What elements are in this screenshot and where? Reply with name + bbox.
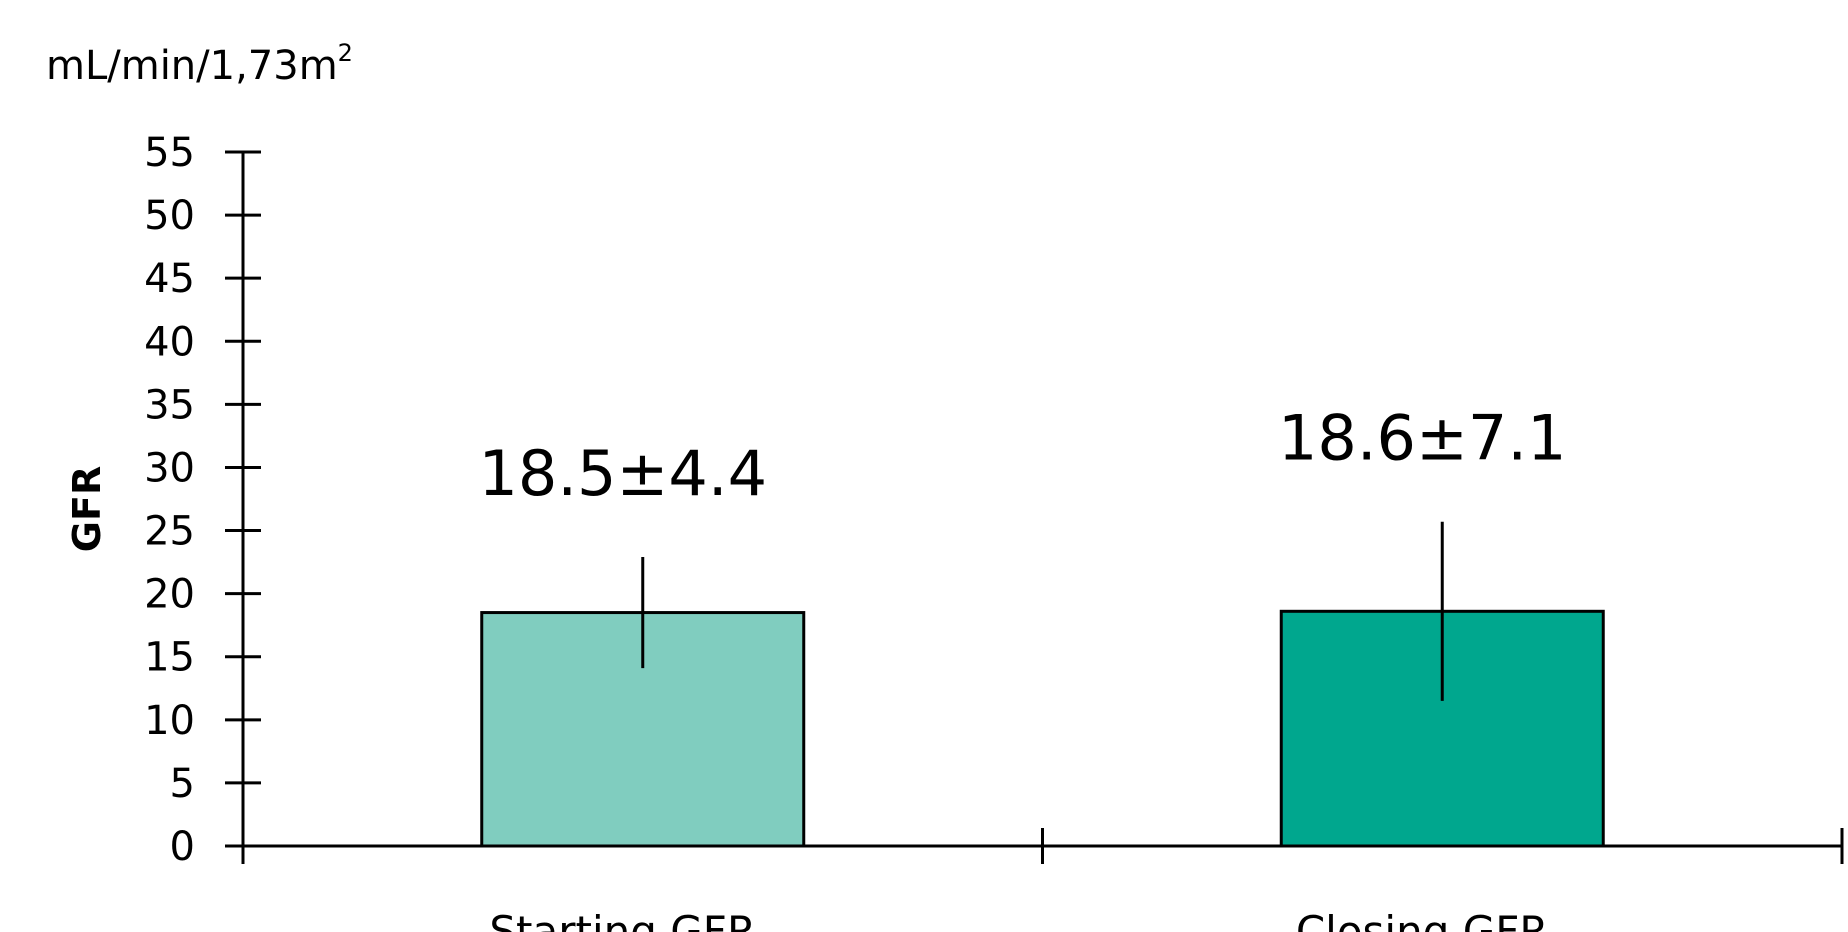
value-label: 18.5±4.4: [478, 437, 767, 510]
y-tick-label: 25: [144, 509, 195, 555]
y-tick-label: 15: [144, 635, 195, 681]
y-tick-label: 0: [170, 824, 195, 870]
y-tick-label: 40: [144, 319, 195, 365]
y-tick-label: 5: [170, 761, 195, 807]
unit-label-superscript: 2: [337, 39, 353, 67]
y-tick-label: 55: [144, 130, 195, 176]
y-tick-label: 50: [144, 193, 195, 239]
y-tick-label: 20: [144, 572, 195, 618]
y-tick-label: 10: [144, 698, 195, 744]
y-tick-label: 30: [144, 445, 195, 491]
unit-label-text: mL/min/1,73m: [46, 43, 338, 89]
y-tick-label: 45: [144, 256, 195, 302]
category-label: Starting GFR: [489, 907, 756, 932]
value-label: 18.6±7.1: [1278, 402, 1567, 475]
category-label: Closing GFR: [1296, 907, 1549, 932]
y-axis-title: GFR: [65, 466, 109, 552]
y-axis-unit-label: mL/min/1,73m2: [46, 41, 353, 89]
y-tick-label: 35: [144, 382, 195, 428]
